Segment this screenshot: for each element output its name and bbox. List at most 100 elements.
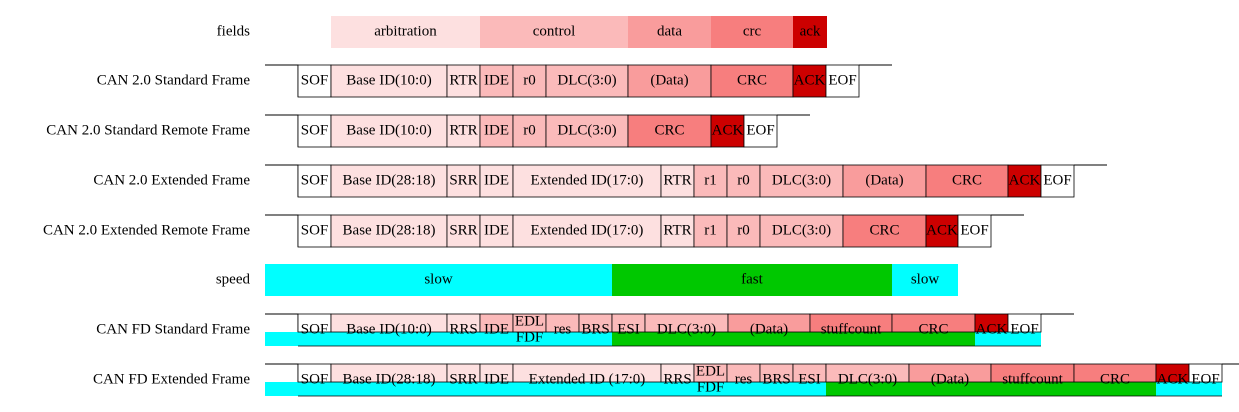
cell-label: IDE	[484, 222, 509, 238]
cell-label: DLC(3:0)	[772, 172, 831, 188]
cell-label: CRC	[869, 222, 899, 238]
cell-label: ACK	[712, 122, 744, 138]
cell	[1040, 164, 1075, 198]
row-label: CAN 2.0 Extended Remote Frame	[43, 222, 250, 238]
cell-label: EOF	[1010, 321, 1038, 337]
cell-label: r0	[737, 222, 750, 238]
cell	[545, 114, 629, 148]
cell-label: SOF	[301, 371, 329, 387]
cell-label: SRR	[449, 172, 477, 188]
cell-label: DLC(3:0)	[657, 321, 716, 337]
cell-label: CRC	[1100, 371, 1130, 387]
row-label: CAN 2.0 Standard Frame	[97, 72, 251, 88]
cell-label: BRS	[762, 371, 790, 387]
cell	[297, 214, 332, 248]
cell-label: DLC(3:0)	[557, 122, 616, 138]
cell-label: IDE	[484, 321, 509, 337]
cell	[711, 16, 793, 48]
speed-strip	[612, 332, 975, 346]
cell-label: arbitration	[374, 23, 437, 39]
cell-label: EDL	[515, 313, 544, 329]
cell-label: slow	[911, 271, 940, 287]
cell	[612, 264, 892, 296]
cell-label: EOF	[960, 222, 988, 238]
cell-label: IDE	[484, 371, 509, 387]
cell	[446, 164, 481, 198]
cell	[627, 64, 712, 98]
cell-label: r1	[704, 172, 717, 188]
cell	[331, 16, 480, 48]
cell-label: ACK	[1009, 172, 1041, 188]
cell-label: Base ID(28:18)	[343, 222, 436, 238]
cell-label: RTR	[449, 122, 477, 138]
cell-label: control	[533, 23, 576, 39]
cell-label: EDL	[696, 363, 725, 379]
cell-label: ACK	[976, 321, 1008, 337]
cell-label: SOF	[301, 222, 329, 238]
cell-label: Extended ID(17:0)	[531, 222, 644, 238]
cell	[1188, 363, 1223, 383]
cell	[330, 64, 448, 98]
cell-label: r0	[523, 122, 536, 138]
cell-label: ESI	[798, 371, 821, 387]
cell	[446, 214, 481, 248]
row-label: fields	[217, 23, 250, 39]
row-label: CAN FD Extended Frame	[93, 371, 250, 387]
cell-label: CRC	[918, 321, 948, 337]
cell-label: (Data)	[931, 371, 969, 387]
cell-label: DLC(3:0)	[838, 371, 897, 387]
cell-label: CRC	[654, 122, 684, 138]
cell-label: FDF	[516, 329, 544, 345]
cell-label: CRC	[952, 172, 982, 188]
cell	[480, 16, 628, 48]
cell-label: (Data)	[865, 172, 903, 188]
cell	[710, 114, 745, 148]
cell	[512, 164, 662, 198]
cell-label: DLC(3:0)	[557, 72, 616, 88]
signal-line	[265, 214, 299, 247]
cell	[479, 164, 514, 198]
cell-label: fast	[741, 271, 763, 287]
cell-label: SRR	[449, 371, 477, 387]
cell	[512, 64, 547, 98]
cell-label: RRS	[663, 371, 691, 387]
cell-label: stuffcount	[1002, 371, 1063, 387]
cell-label: res	[735, 371, 753, 387]
cell-label: FDF	[697, 379, 725, 395]
cell-label: SOF	[301, 122, 329, 138]
cell	[446, 64, 481, 98]
cell-label: (Data)	[650, 72, 688, 88]
cell	[842, 214, 927, 248]
cell	[627, 114, 712, 148]
cell-label: res	[554, 321, 572, 337]
cell	[743, 114, 778, 148]
speed-strip	[265, 332, 612, 346]
cell	[792, 64, 827, 98]
cell-label: ACK	[1157, 371, 1189, 387]
row-label: CAN 2.0 Standard Remote Frame	[46, 122, 250, 138]
cell-label: IDE	[484, 172, 509, 188]
cell	[793, 16, 827, 48]
cell-label: EOF	[746, 122, 774, 138]
cell-label: ACK	[794, 72, 826, 88]
cell	[330, 214, 448, 248]
cell	[628, 16, 711, 48]
cell-label: stuffcount	[821, 321, 882, 337]
cell	[512, 214, 662, 248]
cell	[1007, 313, 1042, 333]
cell-label: Base ID(28:18)	[343, 172, 436, 188]
cell	[693, 214, 728, 248]
cell-label: crc	[743, 23, 762, 39]
cell-label: ACK	[926, 222, 958, 238]
cell	[330, 164, 448, 198]
cell-label: RTR	[663, 172, 691, 188]
cell	[892, 264, 958, 296]
cell	[265, 264, 612, 296]
cell	[1007, 164, 1042, 198]
cell-label: r1	[704, 222, 717, 238]
speed-strip	[826, 382, 1156, 396]
cell-label: Extended ID (17:0)	[529, 371, 646, 387]
cell-label: Extended ID(17:0)	[531, 172, 644, 188]
row-label: speed	[216, 271, 251, 287]
cell-label: SOF	[301, 72, 329, 88]
